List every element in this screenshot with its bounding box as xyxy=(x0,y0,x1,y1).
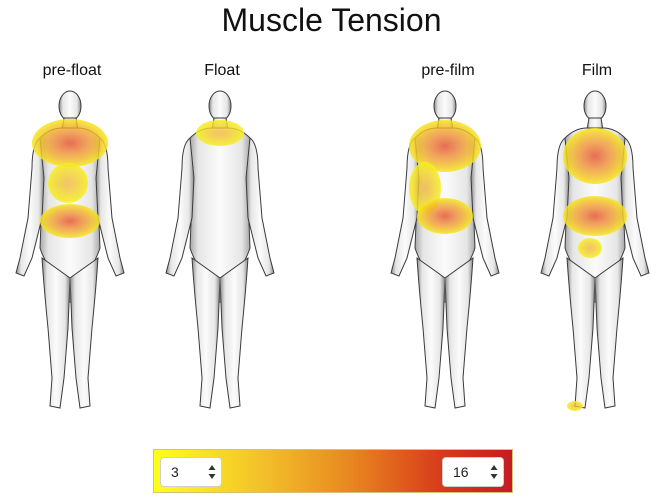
body-figure-pre-film xyxy=(385,88,505,418)
body-figure-float xyxy=(160,88,280,418)
max-value: 16 xyxy=(453,464,469,480)
up-down-arrows-icon[interactable] xyxy=(208,464,216,480)
heat-region-back xyxy=(48,163,88,203)
body-figure-film xyxy=(535,88,655,411)
panel-label-pre-float: pre-float xyxy=(42,62,102,79)
min-value-stepper[interactable]: 3 xyxy=(160,457,222,487)
heat-region-lower-back xyxy=(417,198,473,234)
chart-title: Muscle Tension xyxy=(221,2,442,38)
color-scale-bar: 3 16 xyxy=(153,449,513,493)
heat-region-hip xyxy=(578,238,602,258)
panel-label-float: Float xyxy=(204,62,240,79)
min-value: 3 xyxy=(171,464,179,480)
heat-region-lower-back xyxy=(40,204,100,238)
heat-region-shoulders xyxy=(409,120,481,172)
panel-label-film: Film xyxy=(581,62,613,79)
up-down-arrows-icon[interactable] xyxy=(490,464,498,480)
heat-region-lower-back xyxy=(563,196,627,236)
heat-region-shoulders xyxy=(32,119,108,167)
heat-region-neck xyxy=(196,120,244,146)
heat-region-upper-back xyxy=(563,128,627,184)
heat-region-foot xyxy=(567,401,583,411)
body-figure-pre-float xyxy=(10,88,130,418)
max-value-stepper[interactable]: 16 xyxy=(442,457,504,487)
panel-label-pre-film: pre-film xyxy=(421,62,475,79)
